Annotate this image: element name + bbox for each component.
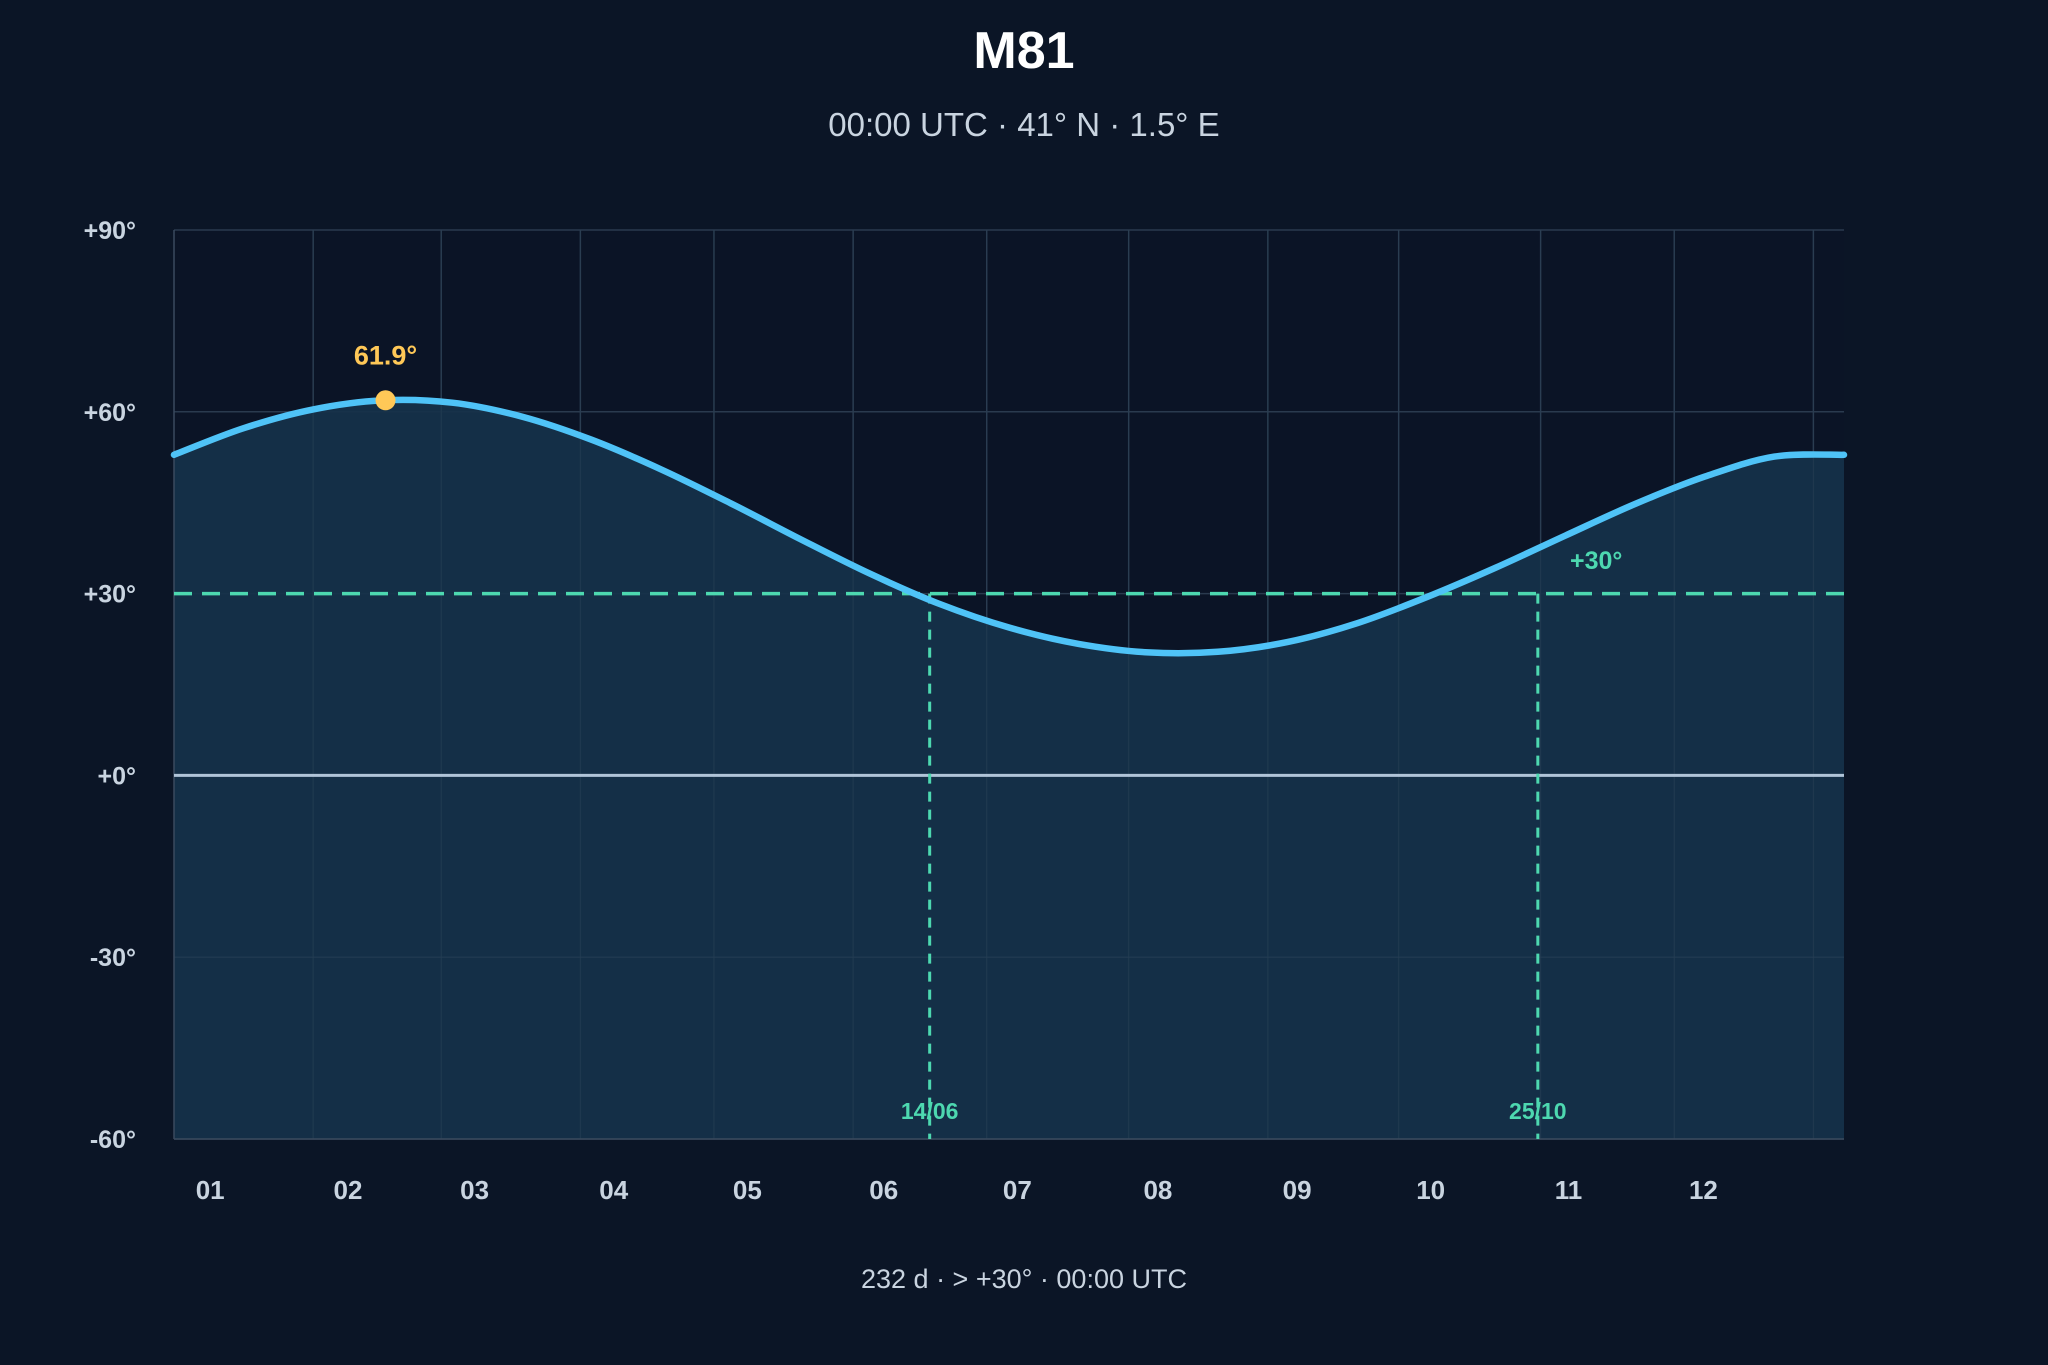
x-tick-label: 02 bbox=[333, 1175, 362, 1205]
x-tick-label: 05 bbox=[733, 1175, 762, 1205]
altitude-line bbox=[170, 396, 1848, 657]
y-tick-label: +60° bbox=[84, 399, 136, 427]
y-tick-label: +90° bbox=[84, 217, 136, 245]
peak-label: 61.9° bbox=[354, 340, 417, 370]
chart-subtitle: 00:00 UTC · 41° N · 1.5° E bbox=[828, 106, 1219, 143]
chart-footer: 232 d · > +30° · 00:00 UTC bbox=[861, 1264, 1187, 1294]
chart-title: M81 bbox=[973, 22, 1074, 80]
x-tick-label: 03 bbox=[460, 1175, 489, 1205]
threshold-label: +30° bbox=[1570, 547, 1622, 575]
x-tick-label: 08 bbox=[1143, 1175, 1172, 1205]
x-tick-label: 09 bbox=[1283, 1175, 1312, 1205]
plot-area: 14/06 25/10 +30° 61.9° +90° +60° +30° +0° -30° -6… bbox=[84, 217, 1848, 1205]
y-tick-label: -60° bbox=[90, 1126, 136, 1154]
crossing-label: 14/06 bbox=[901, 1098, 959, 1124]
x-tick-label: 04 bbox=[599, 1175, 628, 1205]
x-tick-label: 12 bbox=[1689, 1175, 1718, 1205]
crossing-label: 25/10 bbox=[1509, 1098, 1567, 1124]
x-tick-label: 07 bbox=[1003, 1175, 1032, 1205]
x-tick-label: 01 bbox=[196, 1175, 225, 1205]
peak-marker bbox=[375, 390, 396, 411]
y-tick-label: -30° bbox=[90, 944, 136, 972]
x-tick-label: 10 bbox=[1416, 1175, 1445, 1205]
y-tick-label: +0° bbox=[97, 762, 136, 790]
y-tick-label: +30° bbox=[84, 581, 136, 609]
x-tick-label: 06 bbox=[869, 1175, 898, 1205]
x-tick-label: 11 bbox=[1555, 1175, 1583, 1205]
altitude-area bbox=[174, 399, 1844, 1139]
